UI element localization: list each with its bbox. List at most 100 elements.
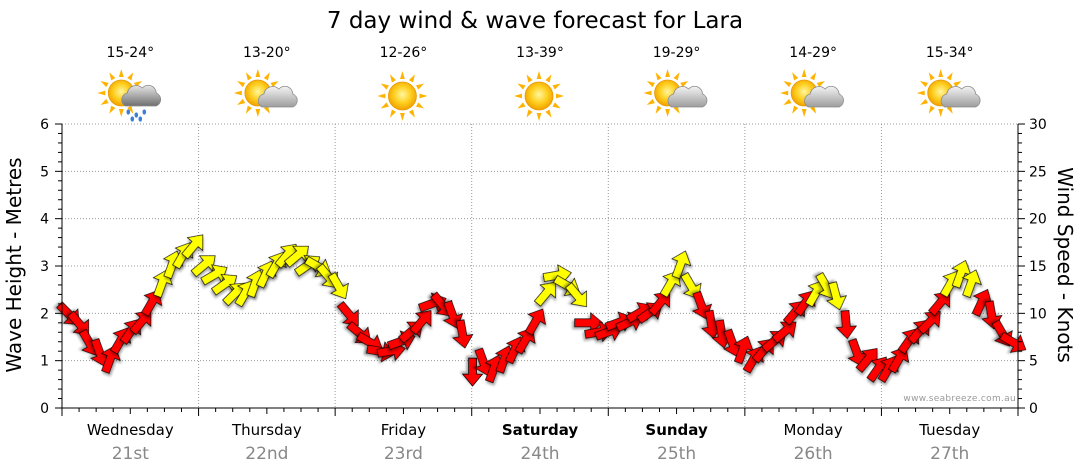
sun-disc xyxy=(388,81,417,111)
sun-ray xyxy=(237,81,246,88)
temperature-range: 13-39° xyxy=(516,45,564,61)
wind-arrow xyxy=(771,321,797,344)
sun-ray xyxy=(233,90,242,96)
sun-ray xyxy=(109,72,116,81)
sun-ray xyxy=(100,98,109,105)
day-name-label: Sunday xyxy=(645,421,708,439)
sun-ray xyxy=(118,69,124,77)
sun-ray xyxy=(783,98,792,105)
wind-arrow xyxy=(961,269,982,298)
sun-cloud-rain-icon xyxy=(97,69,162,122)
wind-arrow xyxy=(327,272,349,300)
y-right-tick-label: 10 xyxy=(1029,306,1047,322)
rain-drop xyxy=(138,116,143,122)
day-date-label: 25th xyxy=(657,444,696,464)
cloud-shape xyxy=(667,85,708,108)
sun-ray xyxy=(419,93,428,99)
wind-arrow xyxy=(141,289,163,317)
y-right-tick-label: 30 xyxy=(1029,117,1047,133)
rain-drop xyxy=(130,116,135,122)
sun-ray xyxy=(517,83,526,90)
wind-arrow xyxy=(565,282,587,308)
sun-ray xyxy=(400,113,405,121)
sun-ray xyxy=(517,102,526,109)
sun-ray xyxy=(816,81,825,88)
day-name-label: Monday xyxy=(784,421,843,439)
sun-ray xyxy=(536,71,542,79)
wind-arrow xyxy=(533,281,556,307)
chart-title: 7 day wind & wave forecast for Lara xyxy=(327,8,743,34)
rain-drop xyxy=(126,109,131,115)
wind-arrow xyxy=(680,272,702,300)
sun-cloud-icon xyxy=(643,69,708,117)
wind-arrow xyxy=(452,319,474,349)
wind-arrow xyxy=(835,310,858,340)
y-axis-left-label: Wave Height - Metres xyxy=(2,157,26,372)
sun-ray xyxy=(389,74,397,83)
sun-ray xyxy=(545,109,552,118)
sun-ray xyxy=(643,90,652,96)
sun-ray xyxy=(263,72,270,81)
day-labels: Wednesday 21st Thursday 22nd Friday 23rd Satur… xyxy=(87,421,980,464)
sun-ray xyxy=(801,69,807,77)
sun-disc xyxy=(524,81,554,111)
y-right-tick-label: 0 xyxy=(1029,401,1038,417)
wind-arrow xyxy=(461,357,484,387)
sun-ray xyxy=(389,109,397,118)
sun-ray xyxy=(100,81,109,88)
sun-ray xyxy=(928,72,935,81)
daily-weather-row: 15-24° 13-20° 12-26° 13-39° 19-29° 14-29° 15-3… xyxy=(97,45,981,122)
sun-ray xyxy=(545,74,552,83)
sun-ray xyxy=(526,109,533,118)
cloud-shape xyxy=(804,85,844,108)
sun-ray xyxy=(415,83,425,90)
wind-arrow xyxy=(999,331,1027,353)
temperature-range: 15-34° xyxy=(926,45,974,61)
wind-arrow xyxy=(659,270,681,298)
sun-ray xyxy=(536,113,542,121)
wind-arrow xyxy=(648,291,670,317)
rain-drop xyxy=(134,112,139,118)
y-left-tick-label: 2 xyxy=(40,306,49,322)
y-right-tick-label: 20 xyxy=(1029,212,1047,228)
sun-ray xyxy=(792,105,799,114)
sun-ray xyxy=(109,105,116,114)
day-date-label: 26th xyxy=(794,444,833,464)
sun-ray xyxy=(245,105,252,114)
cloud xyxy=(257,85,298,108)
cloud-shape xyxy=(940,85,981,108)
sun-ray xyxy=(237,98,246,105)
wind-arrow xyxy=(826,281,847,311)
sun-ray xyxy=(408,109,415,118)
sun-ray xyxy=(946,105,953,114)
sun-ray xyxy=(408,74,415,83)
rain-drop xyxy=(142,109,147,115)
sun-ray xyxy=(255,109,261,117)
sun-ray xyxy=(655,72,662,81)
day-date-label: 21st xyxy=(112,444,149,464)
sun-rays xyxy=(97,69,146,117)
wind-arrow xyxy=(181,234,204,260)
wind-arrow xyxy=(210,274,238,296)
cloud xyxy=(667,85,708,108)
y-left-tick-label: 5 xyxy=(40,164,49,180)
sun-cloud-icon xyxy=(233,69,298,117)
sun-ray xyxy=(127,72,134,81)
sun-ray xyxy=(415,102,425,109)
sun-icon xyxy=(514,71,564,121)
day-name-label: Thursday xyxy=(231,421,302,439)
sun-ray xyxy=(953,81,962,88)
day-name-label: Tuesday xyxy=(918,421,980,439)
sun-ray xyxy=(665,69,670,77)
sun-rays xyxy=(514,71,564,121)
sun-rays xyxy=(377,71,428,121)
temperature-range: 13-20° xyxy=(243,45,291,61)
y-left-tick-label: 0 xyxy=(40,401,49,417)
wind-arrow xyxy=(67,310,90,336)
watermark: www.seabreeze.com.au xyxy=(903,394,1016,404)
sun-ray xyxy=(780,90,789,96)
temperature-range: 15-24° xyxy=(106,45,154,61)
day-date-label: 22nd xyxy=(245,444,288,464)
sun-icon xyxy=(377,71,428,121)
